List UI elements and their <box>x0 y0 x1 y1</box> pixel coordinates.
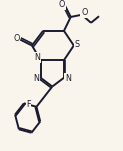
Text: N: N <box>65 74 71 83</box>
Text: O: O <box>81 8 87 17</box>
Text: F: F <box>26 100 31 109</box>
Text: O: O <box>13 34 20 43</box>
Text: S: S <box>75 40 80 49</box>
Text: O: O <box>59 0 65 9</box>
Text: N: N <box>33 74 39 83</box>
Text: N: N <box>34 53 40 62</box>
